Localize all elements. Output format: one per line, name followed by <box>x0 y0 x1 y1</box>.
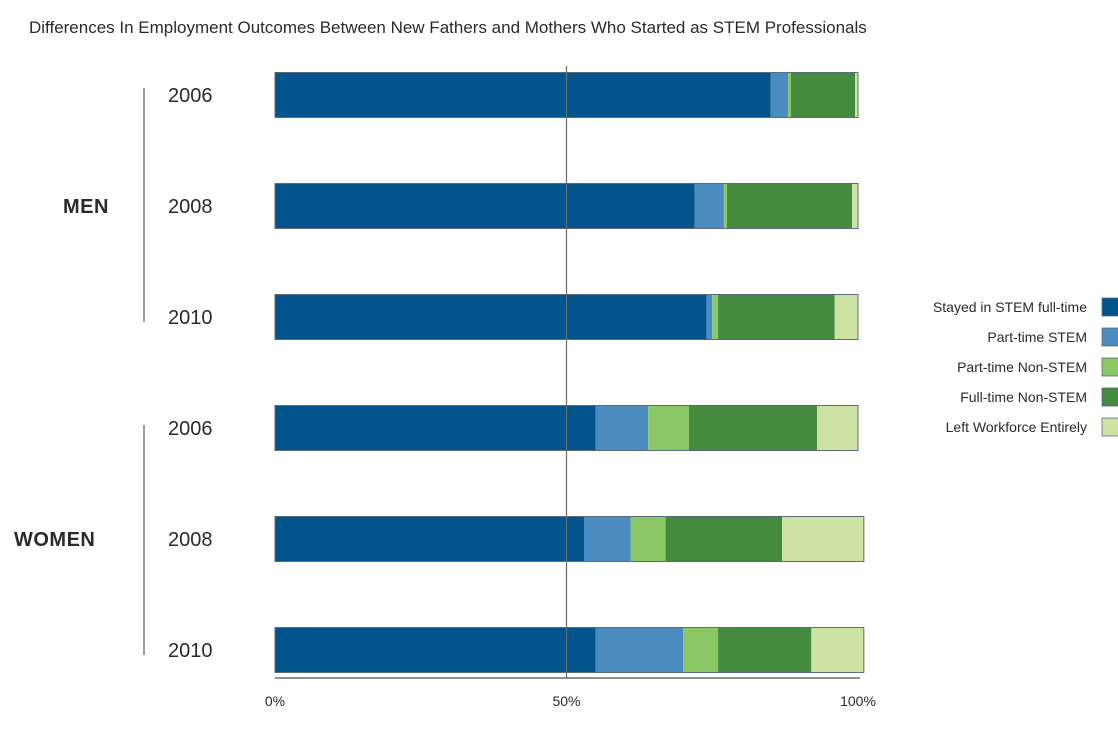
legend-label: Left Workforce Entirely <box>946 419 1087 435</box>
bar-segment-full-time-non-stem <box>665 516 783 562</box>
bar-segment-part-time-stem <box>694 183 724 229</box>
bar-segment-stayed-in-stem-full-time <box>275 294 707 340</box>
bar-segment-part-time-stem <box>770 72 789 118</box>
bar-segment-part-time-stem <box>706 294 713 340</box>
group-label-men: MEN <box>63 196 109 218</box>
bar-outline <box>274 627 865 673</box>
bar-segment-left-workforce-entirely <box>852 183 858 229</box>
bar-segment-part-time-stem <box>595 405 649 451</box>
legend-swatch <box>1101 357 1118 377</box>
bar-segment-left-workforce-entirely <box>855 72 858 118</box>
legend-label: Part-time STEM <box>987 329 1087 345</box>
bar-segment-left-workforce-entirely <box>834 294 858 340</box>
year-label: 2008 <box>168 529 213 551</box>
x-tick-label: 0% <box>265 693 285 709</box>
bar-segment-part-time-non-stem <box>712 294 719 340</box>
year-label: 2006 <box>168 85 213 107</box>
bar-segment-full-time-non-stem <box>726 183 853 229</box>
year-label: 2010 <box>168 640 213 662</box>
year-label: 2008 <box>168 196 213 218</box>
legend-label: Part-time Non-STEM <box>957 359 1087 375</box>
bar-segment-stayed-in-stem-full-time <box>275 516 584 562</box>
bar-segment-part-time-non-stem <box>788 72 791 118</box>
x-tick-label: 100% <box>840 693 876 709</box>
bar-segment-part-time-non-stem <box>723 183 727 229</box>
bar-segment-part-time-stem <box>583 516 631 562</box>
legend-swatch <box>1101 417 1118 437</box>
bar-segment-part-time-non-stem <box>683 627 719 673</box>
bar-segment-left-workforce-entirely <box>782 516 864 562</box>
bar-segment-part-time-non-stem <box>630 516 666 562</box>
year-label: 2006 <box>168 418 213 440</box>
labels-layer: MEN 2006 2008 2010 WOMEN 2006 2008 2010 <box>14 85 213 662</box>
group-label-women: WOMEN <box>14 529 95 551</box>
axis-layer: 0% 50% 100% <box>265 66 876 709</box>
legend-label: Stayed in STEM full-time <box>933 299 1087 315</box>
bar-segment-stayed-in-stem-full-time <box>275 627 596 673</box>
legend-swatch <box>1101 297 1118 317</box>
bar-segment-stayed-in-stem-full-time <box>275 72 771 118</box>
bar-segment-part-time-non-stem <box>648 405 689 451</box>
bar-segment-stayed-in-stem-full-time <box>275 183 695 229</box>
bar-segment-part-time-stem <box>595 627 684 673</box>
bar-segment-full-time-non-stem <box>688 405 818 451</box>
bar-segment-full-time-non-stem <box>718 294 835 340</box>
bar-segment-left-workforce-entirely <box>817 405 858 451</box>
legend-label: Full-time Non-STEM <box>960 389 1087 405</box>
legend: Stayed in STEM full-time Part-time STEM Pa… <box>933 297 1118 437</box>
legend-swatch <box>1101 387 1118 407</box>
x-tick-label: 50% <box>552 693 580 709</box>
legend-swatch <box>1101 327 1118 347</box>
year-label: 2010 <box>168 307 213 329</box>
bar-segment-full-time-non-stem <box>718 627 812 673</box>
bar-segment-left-workforce-entirely <box>811 627 864 673</box>
chart-title: Differences In Employment Outcomes Betwe… <box>29 18 867 37</box>
bar-segment-stayed-in-stem-full-time <box>275 405 596 451</box>
bar-segment-full-time-non-stem <box>790 72 856 118</box>
bars-layer <box>274 72 865 673</box>
bar-outline <box>274 516 865 562</box>
